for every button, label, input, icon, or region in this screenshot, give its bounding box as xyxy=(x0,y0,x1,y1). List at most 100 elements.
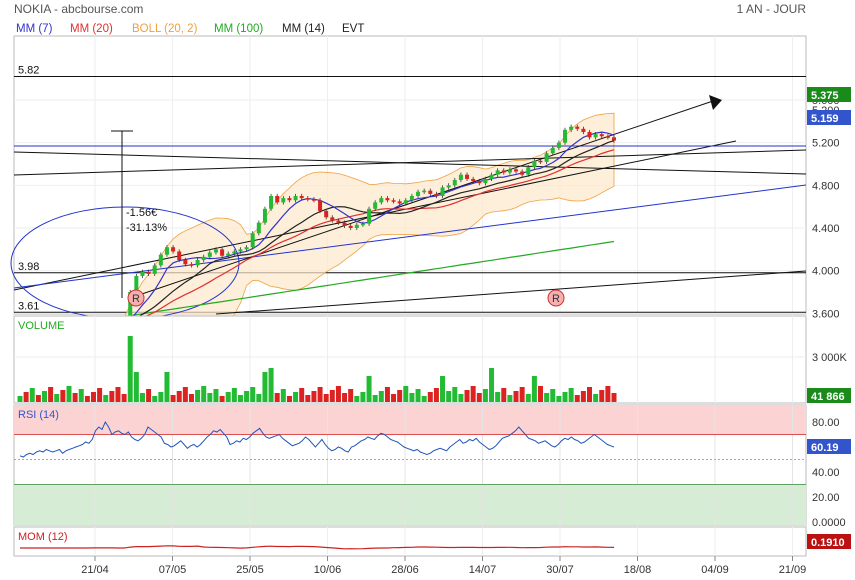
volume-bar xyxy=(323,394,329,402)
x-tick-label: 30/07 xyxy=(546,564,574,576)
volume-bar xyxy=(195,390,201,402)
volume-bar xyxy=(274,393,280,402)
volume-bar xyxy=(207,393,213,402)
volume-bar xyxy=(421,396,427,402)
volume-bar xyxy=(280,389,286,402)
volume-bar xyxy=(507,395,513,402)
candle-body xyxy=(330,217,335,221)
candle-body xyxy=(195,259,200,266)
candle-body xyxy=(238,249,243,252)
last-price-tag: 5.375 xyxy=(811,90,839,102)
volume-bar xyxy=(452,387,458,402)
mom-title: MOM (12) xyxy=(18,531,68,543)
candle-body xyxy=(409,195,414,201)
volume-bar xyxy=(482,389,488,402)
support-label: 5.82 xyxy=(18,65,39,77)
candle-body xyxy=(311,199,316,201)
x-tick-label: 14/07 xyxy=(469,564,497,576)
rsi-title: RSI (14) xyxy=(18,409,59,421)
candle-body xyxy=(446,185,451,188)
candle-body xyxy=(575,126,580,129)
candle-body xyxy=(458,174,463,180)
mom-tag-box xyxy=(807,534,851,549)
volume-bar xyxy=(513,391,519,402)
candle-body xyxy=(532,160,537,168)
chart-source-title: NOKIA - abcbourse.com xyxy=(14,2,143,16)
candle-body xyxy=(563,129,568,143)
candle-body xyxy=(287,198,292,201)
volume-bar xyxy=(440,376,446,402)
rsi-oversold-zone xyxy=(14,484,806,525)
volume-bar xyxy=(501,388,507,402)
event-label: R xyxy=(552,293,560,305)
volume-bar xyxy=(433,388,439,402)
volume-bar xyxy=(35,395,41,402)
volume-bar xyxy=(311,391,317,402)
candle-body xyxy=(367,208,372,224)
candle-body xyxy=(440,187,445,196)
volume-bar xyxy=(48,387,54,402)
candle-body xyxy=(397,201,402,204)
candle-body xyxy=(550,147,555,154)
candle-body xyxy=(177,251,182,260)
candle-body xyxy=(434,193,439,196)
candle-body xyxy=(293,195,298,201)
volume-bar xyxy=(366,376,372,402)
x-tick-label: 18/08 xyxy=(624,564,652,576)
candle-body xyxy=(146,271,151,274)
candle-body xyxy=(183,259,188,265)
legend-mm14: MM (14) xyxy=(282,23,325,35)
volume-bar xyxy=(605,386,611,402)
x-tick-label: 25/05 xyxy=(236,564,264,576)
candle-body xyxy=(605,136,610,138)
price-tick-label: 4.000 xyxy=(812,266,840,278)
rsi-tag-box xyxy=(807,439,851,454)
volume-bar xyxy=(103,395,109,402)
candle-body xyxy=(164,247,169,255)
volume-bar xyxy=(348,389,354,402)
volume-panel: VOLUME 3 000K 41 866 xyxy=(13,315,851,404)
volume-bar xyxy=(611,393,617,402)
volume-bar xyxy=(139,393,145,402)
annotation-change: -1.56€ xyxy=(126,207,157,219)
candle-body xyxy=(587,131,592,138)
candle-body xyxy=(128,291,133,327)
candle-body xyxy=(538,160,543,163)
candle-body xyxy=(489,174,494,179)
candle-body xyxy=(152,265,157,274)
candle-body xyxy=(232,251,237,254)
volume-bar xyxy=(556,396,562,402)
last-price-tag-box xyxy=(807,87,851,102)
trend-line-5 xyxy=(13,184,807,289)
candle-body xyxy=(244,247,249,250)
volume-bar xyxy=(78,389,84,402)
arrow-line xyxy=(129,100,714,299)
volume-bar xyxy=(256,394,262,402)
candle-body xyxy=(593,134,598,138)
volume-tick: 3 000K xyxy=(812,352,848,364)
candle-body xyxy=(324,210,329,218)
volume-bar xyxy=(495,392,501,402)
candle-body xyxy=(305,198,310,200)
rsi-line xyxy=(19,420,615,458)
candle-body xyxy=(256,222,261,234)
candle-body xyxy=(275,195,280,203)
candle-body xyxy=(612,137,616,141)
volume-bar xyxy=(391,394,397,402)
volume-bar xyxy=(476,393,482,402)
candle-body xyxy=(452,179,457,186)
candle-body xyxy=(213,249,218,253)
volume-bar xyxy=(525,394,531,402)
x-tick-label: 21/09 xyxy=(779,564,807,576)
candle-body xyxy=(134,275,139,292)
volume-bar xyxy=(593,394,599,402)
volume-bar xyxy=(127,336,133,402)
volume-bar xyxy=(458,394,464,402)
volume-bar xyxy=(158,392,164,402)
volume-bar xyxy=(121,394,127,402)
candle-body xyxy=(226,253,231,256)
volume-bar xyxy=(182,387,188,402)
volume-bar xyxy=(372,395,378,402)
mom-line xyxy=(20,545,615,550)
